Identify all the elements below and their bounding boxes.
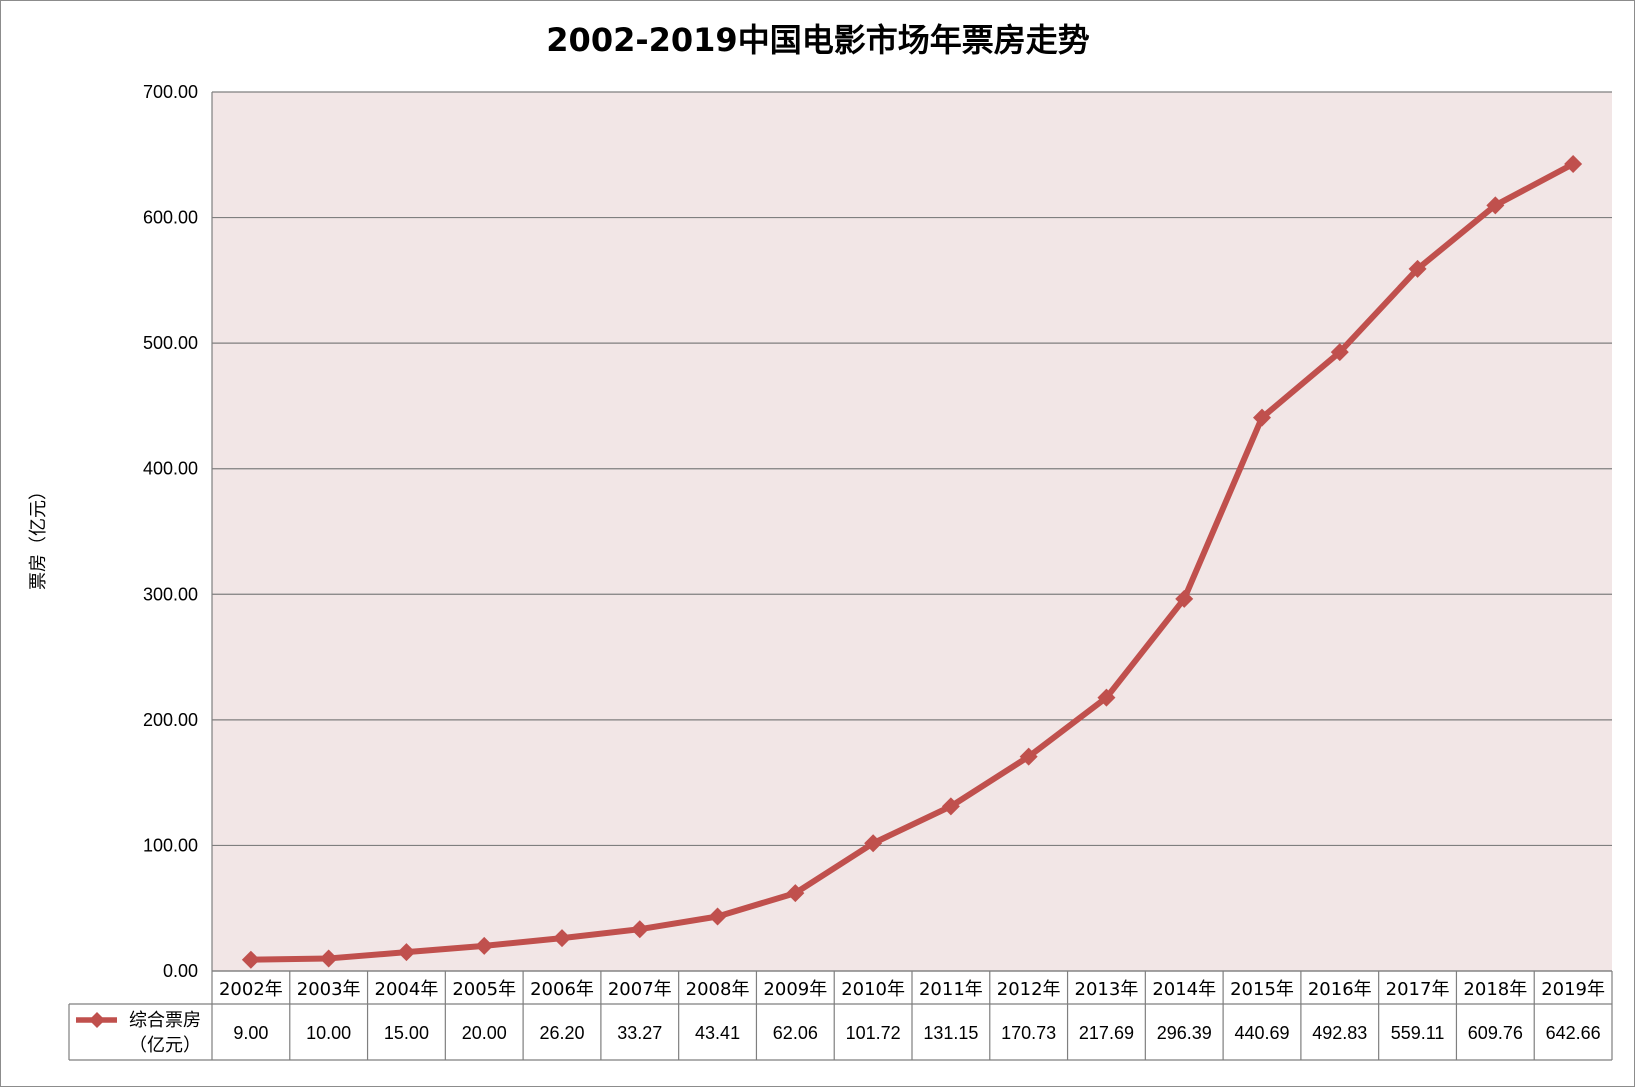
x-category-label: 2015年 — [1230, 979, 1294, 1000]
legend-marker-swatch — [89, 1012, 105, 1028]
data-table-value: 217.69 — [1079, 1023, 1134, 1043]
data-table-value: 642.66 — [1546, 1023, 1601, 1043]
x-category-label: 2016年 — [1308, 979, 1372, 1000]
data-table-value: 131.15 — [923, 1023, 978, 1043]
y-tick-label: 700.00 — [143, 82, 198, 102]
x-category-label: 2010年 — [841, 979, 905, 1000]
data-point-marker — [1408, 259, 1427, 278]
x-category-label: 2012年 — [997, 979, 1061, 1000]
y-tick-label: 0.00 — [163, 961, 198, 981]
y-tick-label: 300.00 — [143, 584, 198, 604]
y-tick-label: 100.00 — [143, 835, 198, 855]
x-category-label: 2009年 — [763, 979, 827, 1000]
x-category-label: 2006年 — [530, 979, 594, 1000]
gridlines — [211, 91, 1612, 972]
series-line — [247, 161, 1577, 963]
legend-series-name: 综合票房 — [129, 1010, 201, 1031]
data-table-value: 170.73 — [1001, 1023, 1056, 1043]
data-point-marker — [1330, 343, 1349, 362]
data-point-marker — [630, 920, 649, 939]
x-category-label: 2002年 — [219, 979, 283, 1000]
y-tick-label: 200.00 — [143, 710, 198, 730]
data-point-marker — [319, 949, 338, 968]
data-table-value: 101.72 — [846, 1023, 901, 1043]
data-point-marker — [786, 884, 805, 903]
data-point-marker — [241, 950, 260, 969]
x-category-label: 2011年 — [919, 979, 983, 1000]
data-table: 2002年 9.00 2003年 10.00 2004年 15.00 2005年 20.00 2… — [68, 970, 1613, 1061]
x-category-label: 2018年 — [1463, 979, 1527, 1000]
y-tick-label: 600.00 — [143, 208, 198, 228]
y-tick-label: 500.00 — [143, 333, 198, 353]
data-table-value: 9.00 — [233, 1023, 268, 1043]
x-category-label: 2014年 — [1152, 979, 1216, 1000]
data-table-value: 20.00 — [462, 1023, 507, 1043]
data-point-marker — [553, 929, 571, 948]
series-layer — [241, 155, 1583, 969]
plot-area — [212, 92, 1612, 971]
data-table-value: 440.69 — [1234, 1023, 1289, 1043]
data-point-marker — [941, 797, 960, 816]
data-table-value: 10.00 — [306, 1023, 351, 1043]
chart-title: 2002-2019中国电影市场年票房走势 — [546, 21, 1089, 59]
data-point-marker — [708, 907, 727, 926]
data-point-marker — [1253, 408, 1271, 427]
x-category-label: 2003年 — [297, 979, 361, 1000]
x-category-label: 2005年 — [452, 979, 516, 1000]
data-point-marker — [1486, 196, 1505, 215]
y-tick-label: 400.00 — [143, 459, 198, 479]
x-category-label: 2008年 — [686, 979, 750, 1000]
data-table-value: 43.41 — [695, 1023, 740, 1043]
legend-series-unit: （亿元） — [129, 1035, 201, 1056]
data-table-value: 492.83 — [1312, 1023, 1367, 1043]
data-table-value: 559.11 — [1391, 1023, 1445, 1043]
data-point-marker — [1564, 155, 1583, 174]
x-category-label: 2004年 — [375, 979, 439, 1000]
data-point-marker — [475, 936, 494, 955]
data-table-value: 26.20 — [539, 1023, 584, 1043]
y-axis-ticks: 0.00 100.00 200.00 300.00 400.00 500.00 600.00… — [143, 82, 198, 981]
data-table-value: 296.39 — [1157, 1023, 1212, 1043]
data-table-value: 15.00 — [384, 1023, 429, 1043]
x-category-label: 2007年 — [608, 979, 672, 1000]
x-category-label: 2019年 — [1541, 979, 1605, 1000]
data-point-marker — [864, 834, 883, 853]
x-category-label: 2017年 — [1386, 979, 1450, 1000]
data-table-value: 33.27 — [617, 1023, 662, 1043]
data-table-value: 609.76 — [1468, 1023, 1523, 1043]
x-category-label: 2013年 — [1075, 979, 1139, 1000]
data-point-marker — [1175, 589, 1194, 608]
data-table-value: 62.06 — [773, 1023, 818, 1043]
data-point-marker — [397, 943, 416, 962]
data-point-marker — [1097, 688, 1116, 707]
y-axis-label: 票房（亿元） — [28, 482, 49, 590]
